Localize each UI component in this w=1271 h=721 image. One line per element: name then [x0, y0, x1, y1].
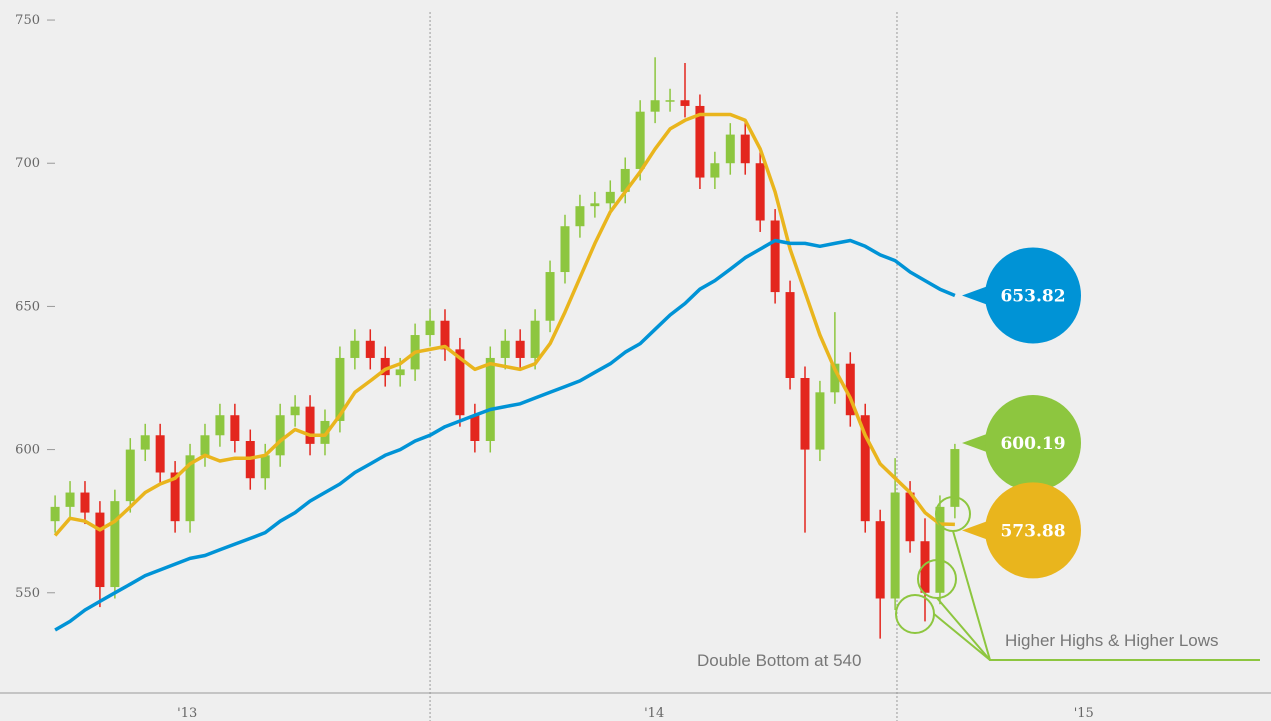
candle-body — [365, 340, 375, 358]
candle-body — [470, 415, 480, 441]
candle-body — [590, 203, 600, 207]
candle-body — [125, 449, 135, 502]
value-bubble — [985, 395, 1081, 492]
candle-body — [755, 163, 765, 221]
candle-body — [440, 320, 450, 350]
x-tick-label: '15 — [1074, 706, 1094, 721]
candle-body — [935, 506, 945, 593]
candle-body — [140, 435, 150, 450]
candle-body — [830, 363, 840, 393]
candle-body — [260, 455, 270, 479]
candle-body — [500, 340, 510, 358]
candle-body — [800, 378, 810, 450]
candle-body — [950, 449, 960, 507]
y-tick-label: 750 — [15, 13, 40, 28]
candle-body — [920, 541, 930, 593]
candle-body — [335, 357, 345, 421]
connector — [936, 597, 991, 661]
connector — [933, 613, 991, 661]
annotation: Higher Highs & Higher Lows — [1005, 631, 1219, 650]
candle-body — [785, 292, 795, 378]
value-bubble — [985, 247, 1081, 344]
candle-body — [230, 415, 240, 441]
candles — [50, 57, 960, 639]
marker-circle — [895, 594, 935, 634]
y-tick-label: 700 — [15, 156, 40, 171]
moving-average-line — [53, 112, 955, 537]
bubble-label: 573.88 — [1000, 521, 1065, 541]
candle-body — [680, 100, 690, 106]
candle-body — [110, 501, 120, 588]
value-bubble — [985, 482, 1081, 579]
candle-body — [380, 357, 390, 376]
y-tick-label: 650 — [15, 299, 40, 314]
candle-body — [215, 415, 225, 436]
candle-body — [530, 320, 540, 358]
candle-body — [575, 206, 585, 227]
candle-body — [95, 512, 105, 588]
candle-body — [80, 492, 90, 513]
bubble-label: 653.82 — [1000, 286, 1065, 306]
bubble-label: 600.19 — [1000, 434, 1065, 454]
candle-body — [635, 111, 645, 169]
candle-body — [890, 492, 900, 599]
candle-body — [740, 134, 750, 164]
candle-body — [455, 349, 465, 416]
candle-body — [845, 363, 855, 416]
x-tick-label: '13 — [177, 706, 197, 721]
candle-body — [395, 369, 405, 376]
x-tick-label: '14 — [644, 706, 664, 721]
candle-body — [425, 320, 435, 336]
candle-body — [665, 100, 675, 102]
candle-body — [710, 163, 720, 178]
candle-body — [155, 435, 165, 473]
candle-body — [860, 415, 870, 522]
candle-body — [605, 191, 615, 204]
candle-body — [200, 435, 210, 456]
candle-body — [50, 506, 60, 522]
candle-body — [770, 220, 780, 293]
y-tick-label: 600 — [15, 443, 40, 458]
candle-body — [485, 357, 495, 441]
candle-body — [290, 406, 300, 416]
candle-body — [620, 168, 630, 192]
candle-body — [275, 415, 285, 456]
moving-average-line — [54, 238, 956, 632]
candle-body — [350, 340, 360, 358]
candle-body — [560, 226, 570, 273]
candle-body — [815, 392, 825, 450]
candle-body — [695, 105, 705, 178]
candle-body — [170, 472, 180, 522]
annotation: Double Bottom at 540 — [697, 651, 861, 670]
pattern-markers — [895, 496, 1260, 661]
candle-body — [65, 492, 75, 507]
candle-body — [905, 492, 915, 542]
candle-body — [725, 134, 735, 164]
candle-body — [650, 100, 660, 112]
candle-body — [875, 521, 885, 599]
candle-body — [515, 340, 525, 358]
candle-body — [545, 272, 555, 321]
candle-body — [185, 455, 195, 522]
candle-body — [305, 406, 315, 444]
y-tick-label: 550 — [15, 586, 40, 601]
plot: 550 600 650 700 750 '13 '14 '15 653.82 600.19 573.… — [15, 12, 1094, 721]
